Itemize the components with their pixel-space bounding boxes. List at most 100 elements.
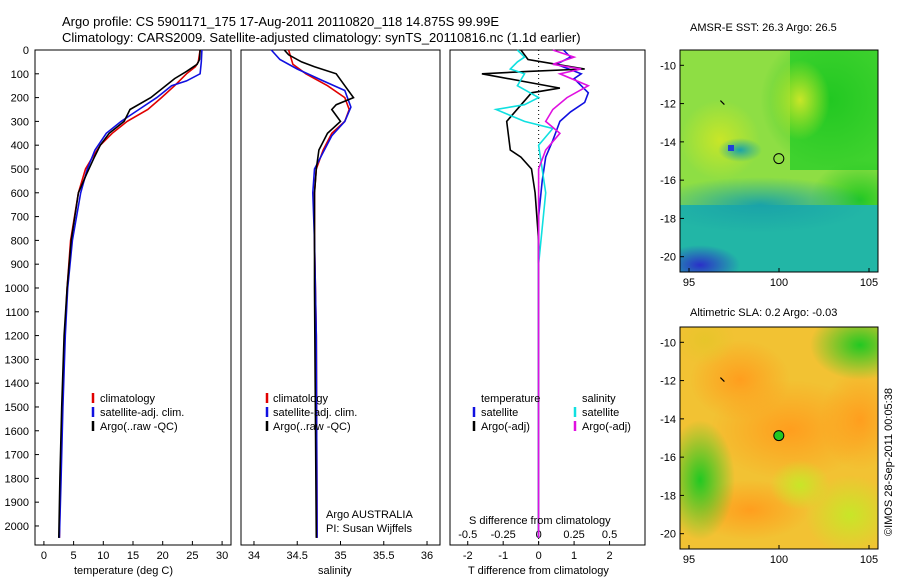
salinity-line-climatology	[287, 49, 351, 538]
depth-tick-label: 400	[11, 140, 29, 152]
depth-tick-label: 1600	[5, 426, 29, 438]
argo-program-label: Argo AUSTRALIA	[326, 509, 413, 521]
longitude-tick-label: 95	[683, 554, 695, 566]
temperature-line-climatology	[58, 49, 201, 538]
temperature-tick-label: 20	[157, 550, 169, 562]
depth-tick-label: 1900	[5, 497, 29, 509]
salinity-tick-label: 35.5	[373, 550, 394, 562]
header-line-2: Climatology: CARS2009. Satellite-adjuste…	[62, 30, 581, 45]
sst-map-title: AMSR-E SST: 26.3 Argo: 26.5	[690, 22, 837, 34]
sla-map-title: Altimetric SLA: 0.2 Argo: -0.03	[690, 307, 838, 319]
temperature-line-argo-raw-qc-	[58, 49, 201, 538]
depth-tick-label: 200	[11, 93, 29, 105]
legend-1-argo: Argo(..raw -QC)	[100, 421, 178, 433]
salinity-tick-label: 35	[334, 550, 346, 562]
legend-3-salinity: salinity	[582, 393, 616, 405]
latitude-tick-label: -12	[660, 99, 676, 111]
depth-tick-label: 1400	[5, 378, 29, 390]
t-difference-axis-label: T difference from climatology	[468, 565, 609, 577]
latitude-tick-label: -12	[660, 376, 676, 388]
temperature-tick-label: 10	[97, 550, 109, 562]
temperature-tick-label: 15	[127, 550, 139, 562]
temperature-axis-label: temperature (deg C)	[74, 565, 174, 577]
argo-pi-label: PI: Susan Wijffels	[326, 523, 412, 535]
latitude-tick-label: -18	[660, 490, 676, 502]
difference-line-salinity-satellite	[493, 49, 555, 538]
temperature-tick-label: 5	[71, 550, 77, 562]
legend-3-t-argo: Argo(-adj)	[481, 421, 530, 433]
legend-2-climatology: climatology	[273, 393, 329, 405]
depth-tick-label: 1700	[5, 450, 29, 462]
depth-tick-label: 100	[11, 69, 29, 81]
t-difference-tick-label: -1	[498, 550, 508, 562]
temperature-tick-label: 30	[216, 550, 228, 562]
sst-map-field	[680, 50, 878, 272]
legend-2-argo: Argo(..raw -QC)	[273, 421, 351, 433]
depth-tick-label: 0	[23, 45, 29, 57]
plot-frame-2	[449, 49, 646, 546]
plot-frame-0	[34, 49, 232, 546]
argo-position-marker	[773, 153, 785, 165]
longitude-tick-label: 105	[860, 554, 878, 566]
depth-tick-label: 2000	[5, 521, 29, 533]
longitude-tick-label: 95	[683, 277, 695, 289]
depth-tick-label: 500	[11, 164, 29, 176]
salinity-line-argo-raw-qc-	[283, 49, 355, 538]
legend-3-s-satellite: satellite	[582, 407, 620, 419]
imos-credit: ©IMOS 28-Sep-2011 00:05:38	[883, 388, 895, 536]
t-difference-tick-label: 0	[536, 550, 542, 562]
difference-line-salinity-argo-adj-	[537, 49, 591, 538]
temperature-line-satellite-adj-clim-	[58, 49, 203, 538]
difference-line-temperature-satellite	[537, 49, 590, 538]
depth-tick-label: 1100	[5, 307, 29, 319]
depth-tick-label: 600	[11, 188, 29, 200]
header-line-1: Argo profile: CS 5901171_175 17-Aug-2011…	[62, 14, 500, 29]
s-difference-axis-label: S difference from climatology	[469, 515, 611, 527]
latitude-tick-label: -10	[660, 337, 676, 349]
depth-tick-label: 1200	[5, 331, 29, 343]
previous-track-marker	[719, 377, 725, 383]
depth-tick-label: 300	[11, 116, 29, 128]
previous-track-marker	[719, 100, 725, 106]
latitude-tick-label: -18	[660, 213, 676, 225]
depth-tick-label: 700	[11, 212, 29, 224]
legend-3-temperature: temperature	[481, 393, 541, 405]
s-difference-tick-label: -0.5	[458, 529, 477, 541]
legend-1-satellite: satellite-adj. clim.	[100, 407, 185, 419]
depth-tick-label: 1000	[5, 283, 29, 295]
longitude-tick-label: 100	[770, 554, 788, 566]
t-difference-tick-label: -2	[463, 550, 473, 562]
latitude-tick-label: -14	[660, 414, 676, 426]
legend-3-t-satellite: satellite	[481, 407, 519, 419]
latitude-tick-label: -20	[660, 252, 676, 264]
salinity-tick-label: 36	[421, 550, 433, 562]
temperature-tick-label: 0	[41, 550, 47, 562]
latitude-tick-label: -14	[660, 137, 676, 149]
s-difference-tick-label: 0.25	[563, 529, 584, 541]
depth-tick-label: 1500	[5, 402, 29, 414]
longitude-tick-label: 105	[860, 277, 878, 289]
salinity-axis-label: salinity	[318, 565, 352, 577]
legend-2-satellite: satellite-adj. clim.	[273, 407, 358, 419]
salinity-tick-label: 34.5	[287, 550, 308, 562]
longitude-tick-label: 100	[770, 277, 788, 289]
t-difference-tick-label: 2	[606, 550, 612, 562]
depth-tick-label: 1300	[5, 354, 29, 366]
argo-position-marker	[773, 430, 785, 442]
depth-tick-label: 900	[11, 259, 29, 271]
salinity-tick-label: 34	[248, 550, 260, 562]
latitude-tick-label: -16	[660, 175, 676, 187]
latitude-tick-label: -16	[660, 452, 676, 464]
temperature-tick-label: 25	[186, 550, 198, 562]
s-difference-tick-label: -0.25	[491, 529, 516, 541]
s-difference-tick-label: 0.5	[602, 529, 617, 541]
sla-map-field	[680, 327, 878, 549]
latitude-tick-label: -20	[660, 529, 676, 541]
plot-frame-1	[240, 49, 441, 546]
legend-1-climatology: climatology	[100, 393, 156, 405]
depth-tick-label: 1800	[5, 473, 29, 485]
legend-3-s-argo: Argo(-adj)	[582, 421, 631, 433]
depth-tick-label: 800	[11, 235, 29, 247]
t-difference-tick-label: 1	[571, 550, 577, 562]
